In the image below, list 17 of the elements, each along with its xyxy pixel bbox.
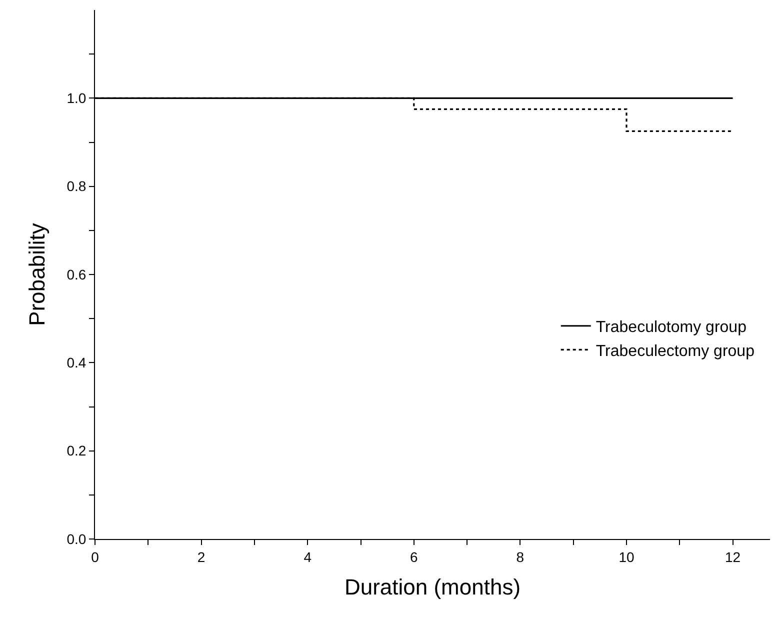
x-tick-label: 2 [197, 548, 206, 565]
y-axis-title: Probability [24, 223, 50, 326]
x-tick-label: 4 [304, 548, 312, 565]
y-tick-label: 0.2 [66, 442, 86, 459]
legend-label: Trabeculotomy group [596, 319, 747, 336]
legend-label: Trabeculectomy group [596, 342, 755, 360]
y-tick-label: 1.0 [66, 90, 86, 106]
x-tick-label: 8 [516, 548, 524, 565]
y-tick-label: 0.6 [66, 266, 86, 282]
x-tick-label: 6 [410, 548, 418, 565]
x-axis-title: Duration (months) [344, 574, 521, 600]
text: 0.0 [66, 530, 86, 547]
x-tick-label: 0 [91, 548, 100, 565]
x-tick-label: 12 [725, 548, 741, 565]
y-tick-label: 0.4 [66, 354, 86, 371]
x-tick-label: 10 [618, 548, 634, 565]
y-tick-label: 0.8 [66, 178, 86, 194]
